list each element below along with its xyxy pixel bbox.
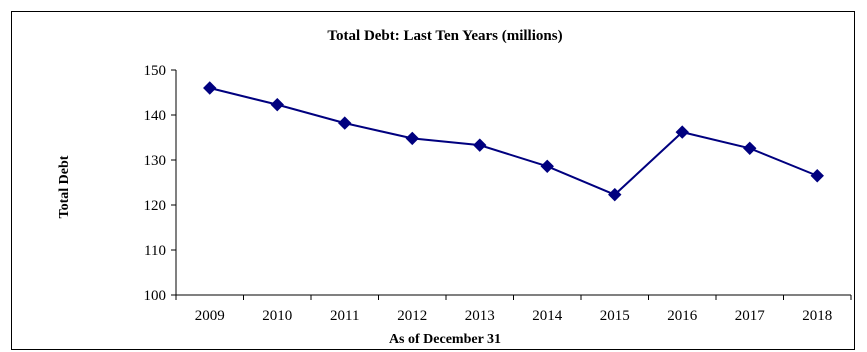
data-point-marker xyxy=(203,81,217,95)
series-layer xyxy=(203,81,824,202)
y-tick-label: 120 xyxy=(144,198,167,214)
x-tick-label: 2012 xyxy=(397,308,427,324)
y-tick-label: 100 xyxy=(144,288,167,304)
x-tick-label: 2018 xyxy=(802,308,832,324)
data-point-marker xyxy=(338,116,352,130)
x-axis-title: As of December 31 xyxy=(389,332,501,347)
data-point-marker xyxy=(608,187,622,202)
x-tick-label: 2017 xyxy=(735,308,766,324)
x-tick-label: 2010 xyxy=(262,308,292,324)
chart-frame xyxy=(11,11,855,350)
x-tick-label: 2009 xyxy=(195,308,225,324)
y-tick-label: 110 xyxy=(144,243,166,259)
y-tick-label: 130 xyxy=(144,153,167,169)
x-tick-label: 2016 xyxy=(667,308,698,324)
axes: 100 110 120 130 140 150 2009 2010 2011 2012 2013 20… xyxy=(144,63,852,324)
x-tick-label: 2015 xyxy=(600,308,630,324)
x-tick-label: 2013 xyxy=(465,308,495,324)
data-point-marker xyxy=(270,97,284,112)
data-point-marker xyxy=(473,138,487,152)
data-point-marker xyxy=(675,125,689,139)
chart-title: Total Debt: Last Ten Years (millions) xyxy=(327,28,562,44)
data-point-marker xyxy=(405,131,419,146)
x-tick-label: 2011 xyxy=(330,308,359,324)
y-tick-label: 140 xyxy=(144,108,167,124)
data-point-marker xyxy=(743,141,757,156)
x-tick-label: 2014 xyxy=(532,308,563,324)
data-point-marker xyxy=(540,159,554,174)
y-tick-label: 150 xyxy=(144,63,167,79)
data-point-marker xyxy=(810,169,824,183)
y-axis-title: Total Debt xyxy=(57,155,72,218)
series-line xyxy=(209,87,818,196)
